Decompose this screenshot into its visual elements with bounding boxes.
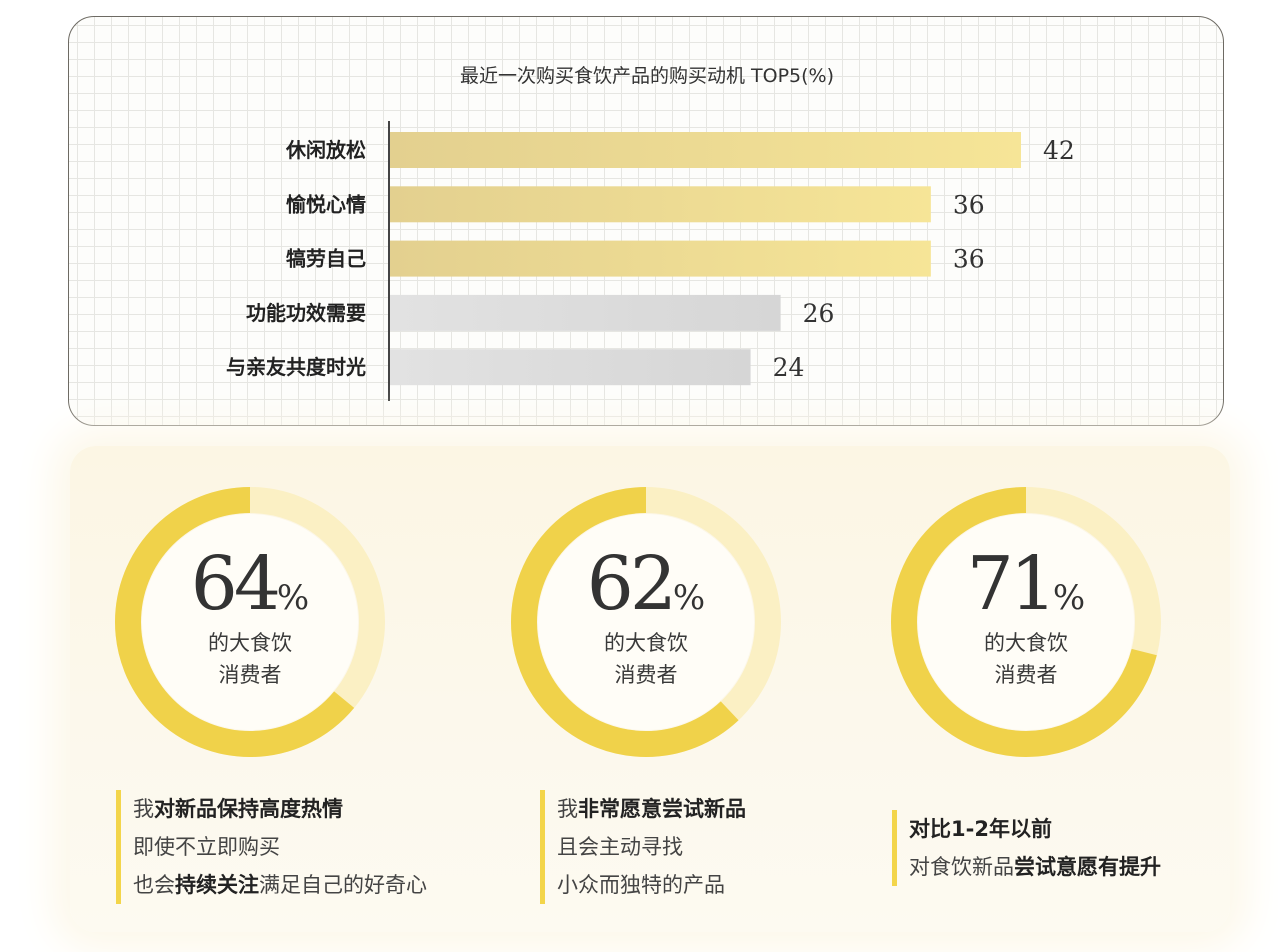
donut-subtitle-line1: 的大食饮 [208,631,292,655]
donut-ring [891,487,1161,757]
percent-number: 71 [966,541,1057,627]
category-label: 犒劳自己 [286,247,366,271]
desc-line: 且会主动寻找 [557,835,683,859]
percent-value: 64% [191,547,309,621]
chart-card: 最近一次购买食饮产品的购买动机 TOP5(%) 休闲放松 42 愉悦心情 36 犒劳自己… [68,16,1224,426]
desc-line: 我对新品保持高度热情 [133,797,343,821]
stat-description-2: 我非常愿意尝试新品 且会主动寻找 小众而独特的产品 [540,790,746,904]
percent-number: 62 [586,541,677,627]
value-label: 36 [953,190,985,219]
stat-description-1: 我对新品保持高度热情 即使不立即购买 也会持续关注满足自己的好奇心 [116,790,427,904]
donut-subtitle-line1: 的大食饮 [604,631,688,655]
stat-description-3: 对比1-2年以前 对食饮新品尝试意愿有提升 [892,810,1161,886]
stat-block-1: 64% 的大食饮 消费者 [114,486,414,758]
percent-number: 64 [190,541,281,627]
donut-chart: 71% 的大食饮 消费者 [890,486,1162,758]
stats-panel: 64% 的大食饮 消费者 我对新品保持高度热情 即使不立即购买 也会持续关注满足… [70,446,1230,932]
donut-ring [115,487,385,757]
percent-value: 62% [587,547,705,621]
desc-line: 对比1-2年以前 [909,817,1052,841]
desc-line: 即使不立即购买 [133,835,280,859]
category-label: 与亲友共度时光 [226,355,366,379]
percent-sign: % [672,578,706,618]
donut-fill [115,487,385,757]
donut-subtitle-line2: 消费者 [218,663,282,687]
bar-1 [390,132,1021,168]
bar-3 [390,240,931,277]
donut-subtitle-line1: 的大食饮 [984,631,1068,655]
donut-fill [511,487,781,757]
category-label: 愉悦心情 [286,192,366,216]
bar-5 [390,349,751,386]
stat-block-3: 71% 的大食饮 消费者 [890,486,1190,758]
donut-ring [511,487,781,757]
percent-sign: % [276,578,310,618]
value-label: 42 [1043,136,1075,165]
value-label: 24 [773,353,805,382]
donut-hole [142,514,358,730]
category-label: 功能功效需要 [246,301,366,325]
donut-subtitle-line2: 消费者 [614,663,678,687]
desc-line: 对食饮新品尝试意愿有提升 [909,855,1161,879]
desc-line: 也会持续关注满足自己的好奇心 [133,873,427,897]
chart-title: 最近一次购买食饮产品的购买动机 TOP5(%) [460,65,834,87]
desc-line: 我非常愿意尝试新品 [557,797,746,821]
value-label: 26 [803,299,835,328]
value-label: 36 [953,245,985,274]
donut-fill [891,487,1161,757]
donut-chart: 64% 的大食饮 消费者 [114,486,386,758]
category-label: 休闲放松 [285,138,366,162]
donut-hole [538,514,754,730]
bar-chart: 最近一次购买食饮产品的购买动机 TOP5(%) 休闲放松 42 愉悦心情 36 犒劳自己… [226,65,1075,401]
percent-value: 71% [967,547,1085,621]
donut-chart: 62% 的大食饮 消费者 [510,486,782,758]
percent-sign: % [1052,578,1086,618]
bar-2 [390,186,931,223]
donut-hole [918,514,1134,730]
stat-block-2: 62% 的大食饮 消费者 [510,486,810,758]
desc-line: 小众而独特的产品 [557,873,725,897]
bar-4 [390,294,781,331]
donut-subtitle-line2: 消费者 [994,663,1058,687]
